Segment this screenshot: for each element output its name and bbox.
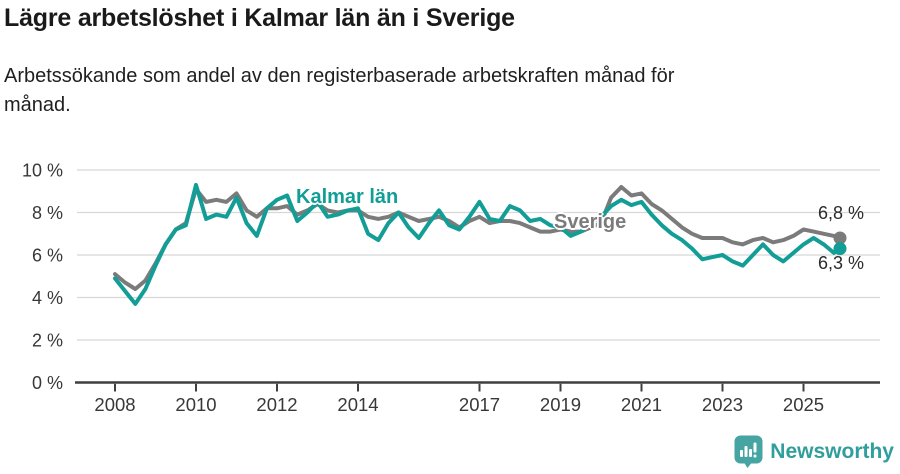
y-tick-label: 4 %	[32, 288, 63, 308]
end-value-sverige: 6,8 %	[818, 203, 865, 223]
x-tick-label: 2012	[256, 394, 297, 415]
series-label-kalmar: Kalmar län	[296, 186, 399, 208]
y-tick-label: 8 %	[32, 203, 63, 223]
newsworthy-attribution: Newsworthy	[734, 435, 894, 469]
y-tick-label: 10 %	[22, 161, 63, 181]
chart-title: Lägre arbetslöshet i Kalmar län än i Sve…	[4, 4, 515, 32]
x-tick-label: 2019	[540, 394, 581, 415]
chart-subtitle: Arbetssökande som andel av den registerb…	[4, 65, 675, 116]
y-tick-label: 2 %	[32, 331, 63, 351]
end-value-kalmar: 6,3 %	[818, 253, 865, 273]
x-tick-label: 2021	[621, 394, 662, 415]
x-tick-label: 2008	[94, 394, 135, 415]
x-tick-label: 2010	[175, 394, 216, 415]
x-tick-label: 2014	[337, 394, 378, 415]
end-dot-sverige	[833, 231, 847, 245]
end-dot-kalmar-l-n	[833, 242, 847, 256]
x-tick-label: 2017	[459, 394, 500, 415]
series-line-kalmar-l-n	[113, 182, 842, 306]
y-tick-label: 0 %	[32, 373, 63, 393]
y-tick-label: 6 %	[32, 246, 63, 266]
brand-name: Newsworthy	[770, 440, 894, 463]
series-line-sverige	[113, 185, 842, 291]
series-label-sverige: Sverige	[554, 211, 627, 233]
x-tick-label: 2023	[702, 394, 743, 415]
x-tick-label: 2025	[783, 394, 824, 415]
newsworthy-logo-icon	[734, 435, 763, 468]
